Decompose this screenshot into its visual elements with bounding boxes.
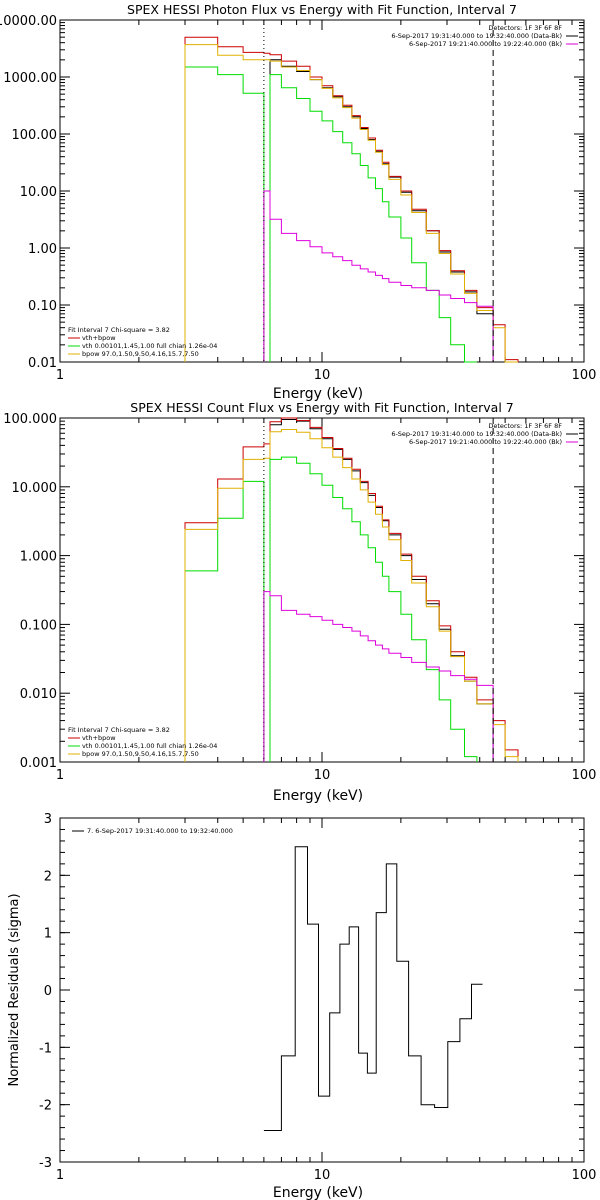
- y-tick-label: 1: [44, 927, 52, 942]
- x-tick-label: 10: [314, 768, 331, 783]
- legend-fit-entry: vth 0.00101,1.45,1.00 full chian 1.26e-0…: [82, 742, 217, 750]
- y-tick-label: -3: [39, 1156, 52, 1171]
- y-tick-label: 0.10: [28, 299, 57, 314]
- legend-fit-entry: vth 0.00101,1.45,1.00 full chian 1.26e-0…: [82, 342, 217, 350]
- x-tick-label: 100: [572, 1168, 597, 1183]
- count-flux-x-axis-label: Energy (keV): [273, 788, 363, 804]
- legend-top-entry: Detectors: 1F 3F 6F 8F: [488, 422, 562, 430]
- y-tick-label: 0: [44, 984, 52, 999]
- x-tick-label: 1: [56, 368, 64, 383]
- y-tick-label: 100.00: [12, 128, 58, 143]
- y-tick-label: 1.000: [20, 550, 57, 565]
- y-tick-label: 0.01: [28, 356, 57, 371]
- photon-flux-panel: SPEX HESSI Photon Flux vs Energy with Fi…: [0, 2, 596, 402]
- y-tick-label: 10.000: [12, 481, 58, 496]
- x-tick-label: 10: [314, 1168, 331, 1183]
- legend-top-entry: 6-Sep-2017 19:21:40.000 to 19:22:40.000 …: [409, 438, 562, 446]
- series-line-1: [184, 417, 519, 762]
- series-line-4: [263, 190, 494, 362]
- legend-entry: 7. 6-Sep-2017 19:31:40.000 to 19:32:40.0…: [87, 827, 233, 835]
- legend-top-entry: Detectors: 1F 3F 6F 8F: [488, 24, 562, 32]
- residuals-panel: Energy (keV) Normalized Residuals (sigma…: [7, 812, 596, 1200]
- y-tick-label: 0.100: [20, 618, 57, 633]
- photon-flux-x-axis-label: Energy (keV): [273, 386, 363, 402]
- y-tick-label: 3: [44, 812, 52, 827]
- legend-fit-entry: Fit Interval 7 Chi-square = 3.82: [68, 726, 170, 734]
- photon-flux-title: SPEX HESSI Photon Flux vs Energy with Fi…: [127, 2, 517, 17]
- y-tick-label: 0.010: [20, 687, 57, 702]
- x-tick-label: 10: [314, 368, 331, 383]
- legend-fit-entry: bpow 97.0,1.50,9.50,4.16,15.7,7.50: [82, 750, 199, 758]
- y-tick-label: 10.00: [20, 185, 57, 200]
- x-tick-label: 1: [56, 1168, 64, 1183]
- legend-fit-entry: bpow 97.0,1.50,9.50,4.16,15.7,7.50: [82, 350, 199, 358]
- count-flux-title: SPEX HESSI Count Flux vs Energy with Fit…: [130, 400, 513, 415]
- x-tick-label: 100: [572, 368, 597, 383]
- residuals-y-axis-label: Normalized Residuals (sigma): [7, 893, 22, 1086]
- legend-top-entry: 6-Sep-2017 19:31:40.000 to 19:32:40.000 …: [391, 32, 562, 40]
- legend-fit-entry: vth+bpow: [82, 334, 116, 342]
- residuals-x-axis-label: Energy (keV): [273, 1185, 363, 1200]
- legend-fit-entry: vth+bpow: [82, 734, 116, 742]
- series-line-2: [184, 456, 478, 762]
- y-tick-label: 10000.00: [0, 14, 57, 29]
- series-line-3: [184, 44, 518, 363]
- x-tick-label: 100: [572, 768, 597, 783]
- count-flux-panel: SPEX HESSI Count Flux vs Energy with Fit…: [3, 400, 596, 804]
- x-tick-label: 1: [56, 768, 64, 783]
- y-tick-label: 100.000: [3, 412, 57, 427]
- legend-top-entry: 6-Sep-2017 19:31:40.000 to 19:32:40.000 …: [391, 430, 562, 438]
- y-tick-label: 2: [44, 869, 52, 884]
- y-tick-label: -1: [39, 1041, 52, 1056]
- series-line-0: [263, 846, 483, 1131]
- y-tick-label: 1000.00: [3, 71, 57, 86]
- y-tick-label: -2: [39, 1099, 52, 1114]
- y-tick-label: 1.00: [28, 242, 57, 257]
- y-tick-label: 0.001: [20, 756, 57, 771]
- legend-top-entry: 6-Sep-2017 19:21:40.000 to 19:22:40.000 …: [409, 40, 562, 48]
- series-line-3: [184, 429, 519, 762]
- series-line-4: [263, 591, 494, 762]
- legend-fit-entry: Fit Interval 7 Chi-square = 3.82: [68, 326, 170, 334]
